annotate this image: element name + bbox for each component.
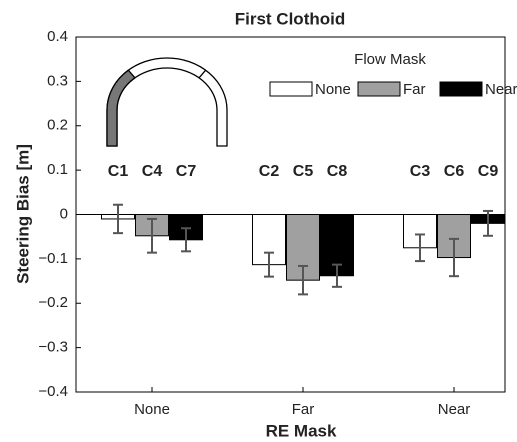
legend-label: Far <box>403 81 426 98</box>
bar-label: C7 <box>176 163 197 180</box>
legend-label: Near <box>485 81 517 98</box>
bar-label: C4 <box>142 163 163 180</box>
chart-title: First Clothoid <box>235 9 345 28</box>
y-tick-label: −0.2 <box>38 294 68 311</box>
bar <box>320 214 354 277</box>
y-axis-label: Steering Bias [m] <box>13 144 32 284</box>
bar-label: C9 <box>478 163 499 180</box>
bar-label: C6 <box>444 163 465 180</box>
y-tick-label: −0.4 <box>38 383 68 400</box>
bar-label: C5 <box>293 163 314 180</box>
track-icon <box>106 57 228 147</box>
x-tick-label: Far <box>292 401 315 418</box>
legend-swatch <box>439 81 483 97</box>
y-tick-label: 0.4 <box>47 28 68 45</box>
x-tick-label: Near <box>438 401 471 418</box>
x-tick-label: None <box>134 401 170 418</box>
legend-title: Flow Mask <box>354 51 426 68</box>
legend-swatch <box>269 81 313 97</box>
y-tick-label: −0.1 <box>38 250 68 267</box>
y-tick-label: 0.1 <box>47 161 68 178</box>
y-tick-label: −0.3 <box>38 339 68 356</box>
bar-label: C2 <box>259 163 280 180</box>
legend-label: None <box>315 81 351 98</box>
x-axis-label: RE Mask <box>266 421 337 440</box>
bar-label: C1 <box>108 163 129 180</box>
y-tick-label: 0.2 <box>47 117 68 134</box>
bar-label: C8 <box>327 163 348 180</box>
y-tick-label: 0.3 <box>47 72 68 89</box>
y-tick-label: 0 <box>60 205 68 222</box>
legend-swatch <box>357 81 401 97</box>
bar-label: C3 <box>410 163 431 180</box>
